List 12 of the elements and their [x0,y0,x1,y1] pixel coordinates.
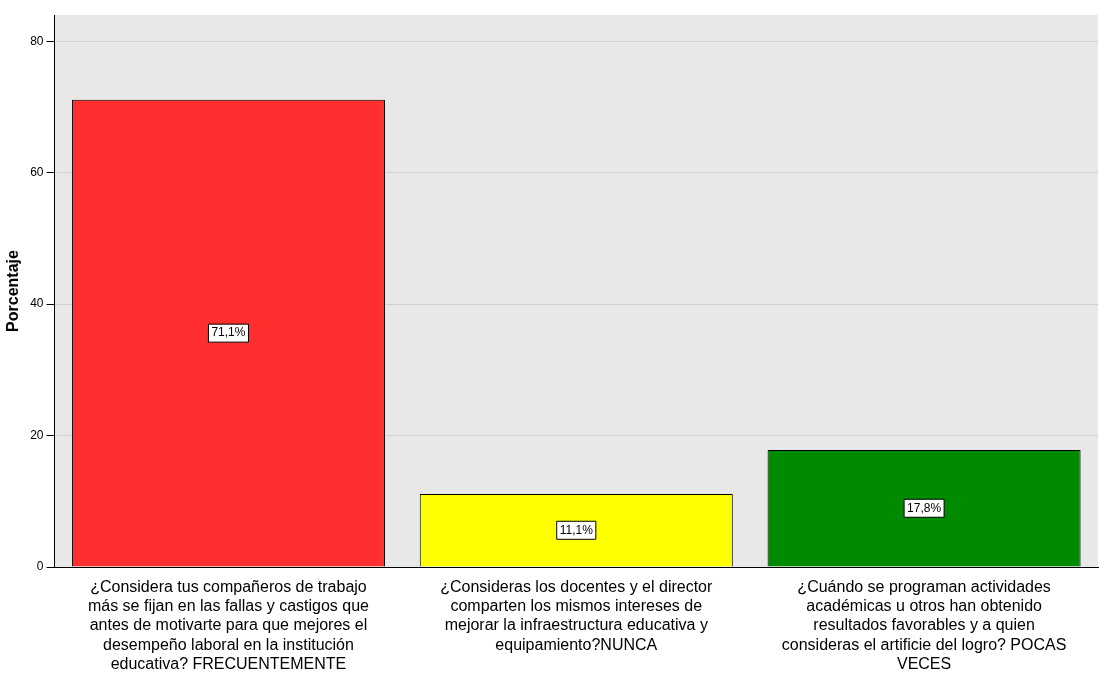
y-tick-label: 80 [30,33,44,48]
y-tick-label: 60 [30,165,44,180]
data-label: 17,8% [907,500,942,515]
y-tick-label: 40 [30,296,44,311]
y-axis-title: Porcentaje [4,249,22,332]
y-tick-label: 0 [36,559,44,574]
data-label: 71,1% [211,325,246,340]
data-label: 11,1% [559,522,594,537]
y-tick-label: 20 [30,427,44,442]
x-tick-label: ¿Considera tus compañeros de trabajo más se fijan en las fallas y castigos que antes de motivarte para que mejores el desempeño laboral en la institución educativa? FRECUENTEMENTE [87,578,370,672]
x-tick-label: ¿Consideras los docentes y el director comparten los mismos intereses de mejorar la infraestructura educativa y equipamiento?NUNCA [440,578,714,653]
x-tick-label: ¿Cuándo se programan actividades académicas u otros han obtenido resultados favorables y a quien consideras el artificie del logro? POCAS VECES [781,578,1067,672]
